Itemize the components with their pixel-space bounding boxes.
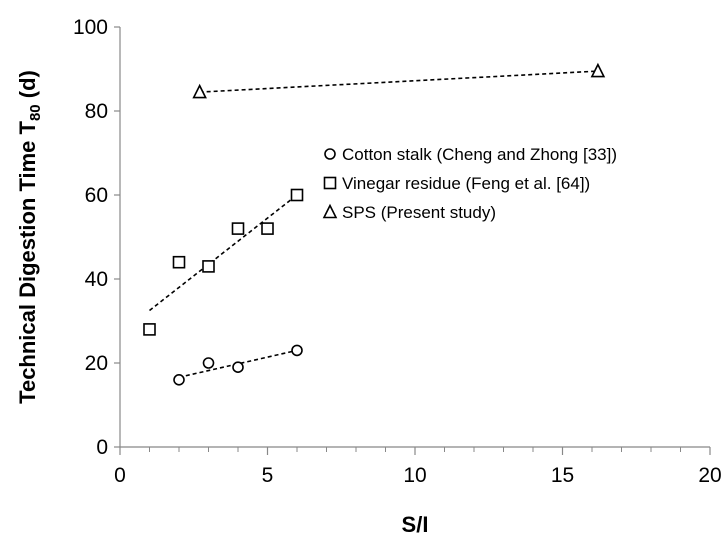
legend-label: Vinegar residue (Feng et al. [64]) — [342, 174, 590, 193]
points-layer — [143, 62, 606, 386]
legend-label: Cotton stalk (Cheng and Zhong [33]) — [342, 145, 617, 164]
x-axis-title: S/I — [402, 512, 429, 537]
x-tick-label: 10 — [403, 464, 426, 487]
trendline-layer — [149, 70, 598, 379]
data-point-square — [172, 255, 186, 269]
data-point-circle — [291, 344, 303, 357]
y-axis-title-main: Technical Digestion Time T — [15, 120, 40, 403]
data-point-square — [290, 188, 304, 202]
legend-marker-circle — [324, 148, 336, 160]
legend: Cotton stalk (Cheng and Zhong [33]) Vineg… — [322, 145, 617, 222]
y-axis-title-suffix: (d) — [15, 70, 40, 104]
data-point-triangle — [192, 83, 207, 99]
trendline-series-3 — [199, 70, 598, 93]
y-tick-label: 100 — [73, 16, 108, 39]
data-point-triangle — [590, 62, 606, 78]
y-tick-label: 20 — [85, 352, 108, 375]
x-tick-label: 15 — [551, 464, 574, 487]
y-tick-label: 80 — [85, 100, 108, 123]
legend-marker-triangle — [322, 203, 338, 219]
data-point-square — [143, 323, 156, 336]
legend-label: SPS (Present study) — [342, 203, 496, 222]
trendline-series-2 — [149, 194, 298, 312]
data-point-circle — [173, 373, 185, 386]
trendline-series-1 — [178, 349, 298, 379]
y-tick-label: 0 — [96, 436, 108, 459]
data-point-square — [202, 260, 215, 273]
legend-marker-square — [323, 176, 337, 190]
data-point-square — [261, 222, 274, 235]
data-point-circle — [202, 357, 215, 369]
x-tick-label: 5 — [262, 464, 274, 487]
y-tick-label: 40 — [85, 268, 108, 291]
x-tick-label: 20 — [698, 464, 721, 487]
axes-layer: 0 20 40 60 80 100 0 5 10 15 20 — [73, 16, 722, 487]
x-tick-label: 0 — [114, 464, 126, 487]
y-tick-label: 60 — [85, 184, 108, 207]
y-axis-title-subscript: 80 — [27, 104, 44, 121]
data-point-circle — [232, 361, 244, 374]
y-axis-title: Technical Digestion Time T80 (d) — [15, 70, 44, 404]
data-point-square — [231, 222, 245, 235]
